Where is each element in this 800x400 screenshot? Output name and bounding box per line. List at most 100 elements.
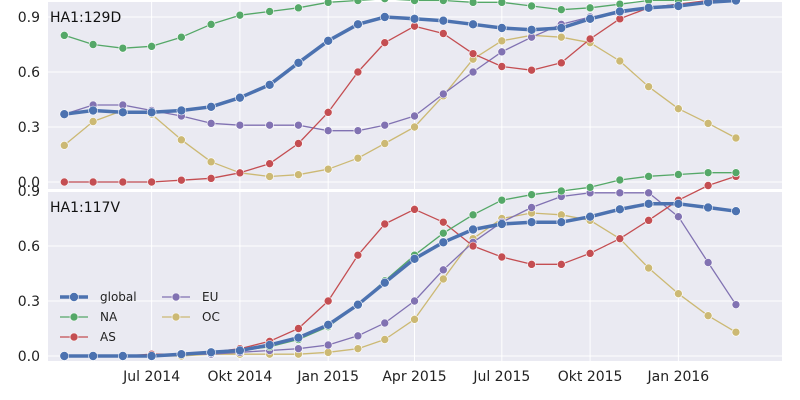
data-point-na <box>497 0 507 7</box>
data-point-na <box>468 210 478 220</box>
data-point-oc <box>353 153 363 163</box>
data-point-na <box>468 0 478 7</box>
data-point-as <box>497 62 507 71</box>
data-point-global <box>643 199 654 209</box>
data-point-oc <box>206 157 216 167</box>
data-point-eu <box>323 126 333 135</box>
data-point-eu <box>410 296 419 306</box>
data-point-global <box>438 15 449 26</box>
data-point-global <box>59 351 70 361</box>
data-point-global <box>323 36 333 46</box>
data-point-eu <box>265 120 274 130</box>
data-point-as <box>703 181 713 190</box>
data-point-oc <box>380 335 390 344</box>
data-point-global <box>206 102 216 112</box>
y-tick-label: 0.6 <box>18 65 40 81</box>
legend-label: EU <box>202 290 218 304</box>
data-point-oc <box>380 139 390 148</box>
data-point-oc <box>323 164 333 174</box>
data-point-global <box>409 254 420 264</box>
data-point-global <box>468 224 478 235</box>
data-point-global <box>556 217 567 227</box>
legend-swatch-marker <box>69 292 79 302</box>
data-point-as <box>468 49 478 58</box>
legend-label: global <box>100 290 137 304</box>
data-point-global <box>526 25 537 35</box>
legend-item-as: AS <box>60 330 116 344</box>
legend-swatch-marker <box>69 312 79 322</box>
data-point-global <box>643 3 654 13</box>
data-point-as <box>60 177 69 187</box>
data-point-na <box>235 10 245 20</box>
data-point-global <box>264 80 275 90</box>
data-point-global <box>146 107 157 118</box>
data-point-as <box>585 249 595 258</box>
data-point-as <box>88 177 98 187</box>
data-point-oc <box>410 122 419 132</box>
data-point-oc <box>323 348 333 357</box>
y-tick-label: 0.9 <box>18 184 40 200</box>
data-point-eu <box>703 258 713 267</box>
data-point-as <box>380 38 390 47</box>
data-point-global <box>118 107 128 118</box>
x-tick-label: Okt 2014 <box>208 369 273 385</box>
data-point-na <box>60 31 69 40</box>
data-point-global <box>293 332 304 343</box>
data-point-na <box>380 0 389 3</box>
data-point-global <box>438 237 449 248</box>
data-point-global <box>585 14 595 24</box>
data-point-oc <box>615 56 625 66</box>
legend-item-eu: EU <box>162 290 218 304</box>
data-point-oc <box>410 315 419 324</box>
data-point-na <box>703 168 713 177</box>
data-point-eu <box>353 331 363 341</box>
data-point-as <box>439 217 448 227</box>
data-point-as <box>206 174 216 183</box>
data-point-na <box>731 168 741 177</box>
data-point-eu <box>439 89 448 99</box>
data-point-eu <box>527 203 536 212</box>
data-point-global <box>176 349 187 359</box>
data-point-as <box>265 159 274 168</box>
data-point-eu <box>731 300 741 309</box>
panel-ha1-129d: 0.0 0.3 0.6 0.9 HA1:129D <box>18 0 782 191</box>
data-point-global <box>353 19 363 30</box>
data-point-global <box>556 23 567 33</box>
x-tick-label: Jan 2016 <box>647 369 710 385</box>
data-point-global <box>206 347 216 358</box>
data-point-na <box>118 43 128 53</box>
data-point-na <box>410 0 419 5</box>
data-point-na <box>527 190 536 199</box>
data-point-global <box>497 219 507 229</box>
data-point-global <box>235 92 245 103</box>
series-line-global <box>64 202 737 358</box>
x-tick-label: Apr 2015 <box>382 369 446 385</box>
data-point-as <box>353 250 363 260</box>
data-point-na <box>557 5 566 14</box>
data-point-na <box>674 170 683 179</box>
data-point-global <box>615 204 625 215</box>
y-tick-label: 0.3 <box>18 294 40 310</box>
data-point-global <box>526 217 537 227</box>
panel-ha1-117v: 0.0 0.3 0.6 0.9 HA1:117V Jul 2014 Okt 2014 Jan … <box>18 168 782 385</box>
series-global <box>59 199 741 361</box>
data-point-eu <box>380 120 390 130</box>
data-point-as <box>353 67 363 77</box>
data-point-oc <box>674 104 683 113</box>
data-point-na <box>177 32 186 42</box>
data-point-eu <box>410 111 419 121</box>
data-point-na <box>585 183 595 192</box>
data-point-eu <box>294 120 303 130</box>
data-point-global <box>235 345 245 356</box>
data-point-oc <box>703 311 713 320</box>
data-point-eu <box>323 340 333 350</box>
data-point-global <box>293 58 304 68</box>
data-point-global <box>59 109 70 119</box>
legend: global NA AS EU OC <box>60 290 220 344</box>
data-point-global <box>264 340 275 350</box>
data-point-oc <box>177 135 186 145</box>
data-point-as <box>527 260 536 269</box>
y-tick-label: 0.6 <box>18 239 40 255</box>
data-point-global <box>615 6 625 17</box>
